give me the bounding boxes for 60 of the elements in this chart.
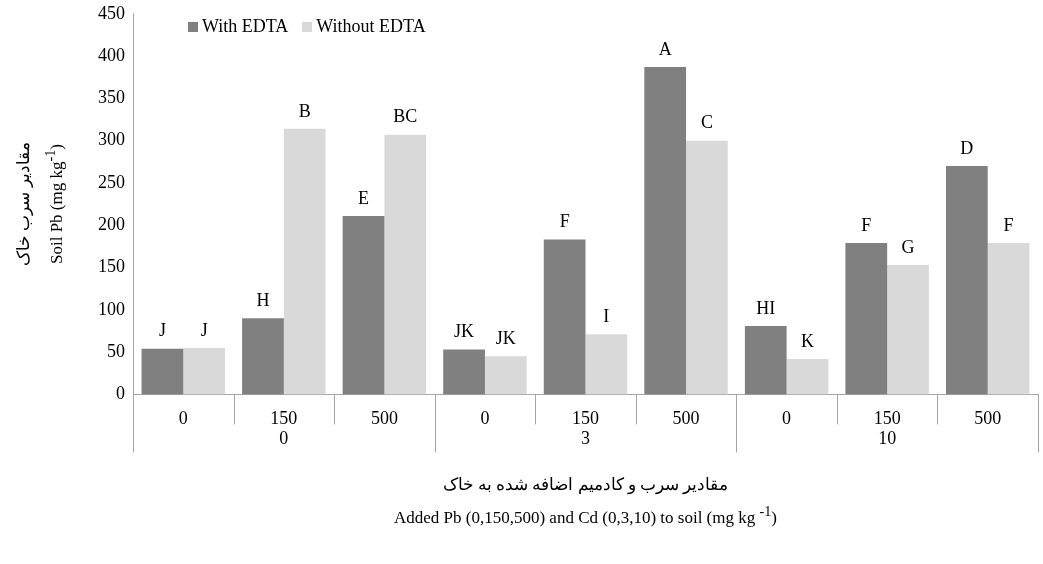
bar — [443, 349, 485, 395]
x-tick-label: 0 — [480, 407, 490, 428]
x-tick-label: 0 — [782, 407, 792, 428]
bar — [543, 239, 586, 395]
data-label: F — [559, 211, 570, 232]
y-tick-label: 200 — [98, 213, 125, 234]
bar — [744, 325, 787, 395]
y-tick-label: 150 — [98, 256, 125, 277]
bar — [786, 358, 829, 395]
bar — [484, 356, 527, 395]
data-label: BC — [393, 106, 418, 127]
data-label: E — [358, 187, 370, 208]
x-tick-label: 150 — [270, 407, 298, 428]
bar — [141, 348, 184, 395]
x-tick-label: 150 — [572, 407, 599, 428]
data-label: JK — [454, 321, 475, 342]
y-tick-label: 400 — [98, 44, 125, 65]
y-tick-label: 450 — [98, 2, 125, 23]
bar — [987, 243, 1030, 395]
y-tick-label: 0 — [116, 383, 125, 404]
bar — [183, 347, 226, 395]
data-label: J — [158, 320, 166, 341]
data-label: C — [700, 112, 713, 133]
x-tick-label: 150 — [873, 407, 901, 428]
data-label: B — [298, 100, 311, 121]
data-label: I — [603, 306, 610, 327]
bar — [585, 334, 628, 395]
text: 10 — [878, 428, 897, 449]
data-label: F — [861, 214, 872, 235]
data-label: HI — [756, 297, 776, 318]
bar — [384, 134, 427, 395]
data-label: G — [901, 236, 915, 257]
bar — [945, 166, 988, 395]
data-label: D — [960, 137, 974, 158]
data-label: J — [200, 319, 208, 340]
legend-label: With EDTA — [201, 15, 289, 37]
bar — [686, 140, 728, 395]
y-tick-label: 250 — [98, 171, 125, 192]
bar — [644, 67, 687, 395]
bar — [242, 318, 284, 395]
bar — [283, 128, 326, 395]
text: 3 — [581, 428, 590, 449]
y-tick-label: 300 — [98, 129, 125, 150]
x-tick-label: 500 — [370, 407, 398, 428]
bar — [342, 215, 385, 395]
x-tick-label: 500 — [672, 407, 700, 428]
text: 0 — [279, 428, 289, 449]
y-tick-label: 350 — [98, 87, 125, 108]
legend-label: Without EDTA — [315, 15, 426, 37]
data-label: K — [800, 330, 814, 351]
data-label: F — [1003, 214, 1014, 235]
bar — [887, 265, 929, 395]
x-tick-label: 0 — [178, 407, 188, 428]
y-tick-label: 50 — [107, 340, 125, 361]
x-tick-label: 500 — [974, 407, 1002, 428]
data-label: A — [658, 38, 672, 59]
data-label: H — [256, 290, 270, 311]
bar — [845, 243, 888, 395]
data-label: JK — [495, 328, 516, 349]
y-tick-label: 100 — [98, 298, 125, 319]
